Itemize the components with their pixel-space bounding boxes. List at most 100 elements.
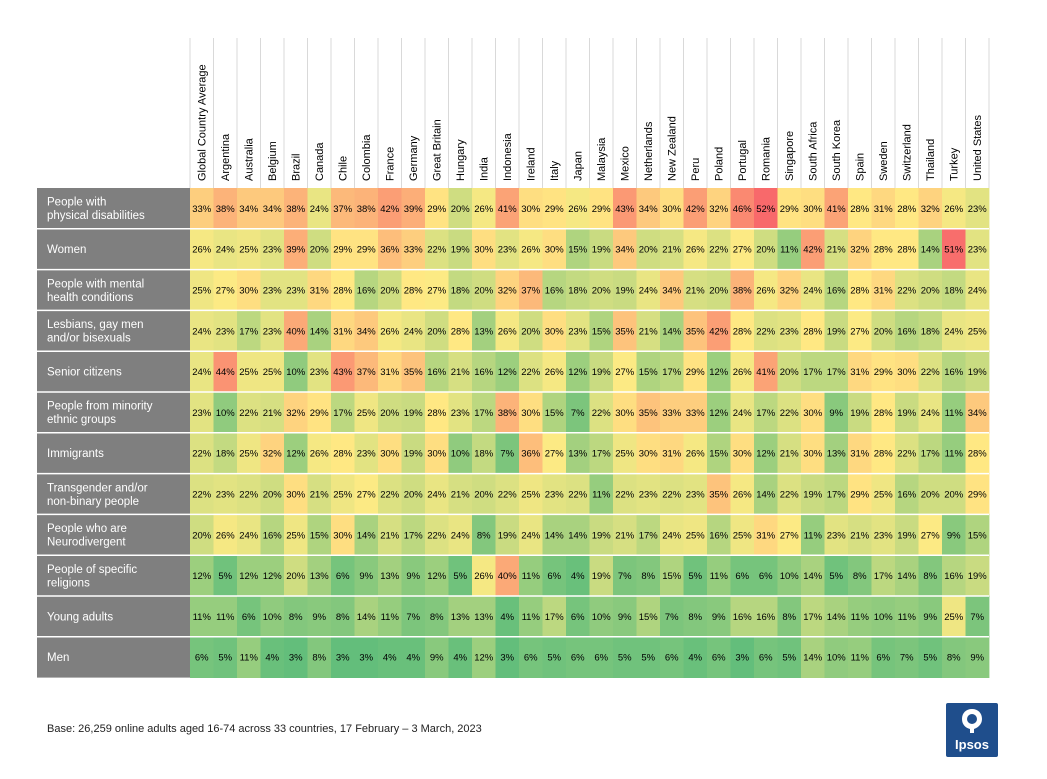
cell-value-label: 9% bbox=[359, 571, 373, 582]
heatmap-cell bbox=[777, 473, 802, 515]
heatmap-cell bbox=[730, 228, 755, 270]
cell-value-label: 14% bbox=[897, 571, 917, 582]
heatmap-cell bbox=[824, 555, 849, 597]
heatmap-cell bbox=[472, 392, 496, 434]
cell-value-label: 27% bbox=[733, 245, 753, 256]
heatmap-cell bbox=[942, 269, 966, 311]
heatmap-cell bbox=[824, 473, 849, 515]
cell-value-label: 35% bbox=[404, 367, 424, 378]
heatmap-cell bbox=[754, 555, 778, 597]
cell-value-label: 8% bbox=[641, 571, 655, 582]
heatmap-cell bbox=[918, 473, 943, 515]
heatmap-cell bbox=[636, 269, 661, 311]
heatmap-cell bbox=[425, 188, 449, 230]
heatmap-cell bbox=[331, 228, 355, 270]
cell-value-label: 28% bbox=[733, 326, 753, 337]
cell-value-label: 9% bbox=[312, 612, 326, 623]
cell-value-label: 11% bbox=[193, 612, 212, 623]
cell-value-label: 23% bbox=[545, 490, 565, 501]
cell-value-label: 20% bbox=[380, 408, 400, 419]
heatmap-cell bbox=[213, 228, 238, 270]
row-label: Transgender and/or non-binary people bbox=[47, 482, 148, 508]
heatmap-cell bbox=[284, 392, 308, 434]
heatmap-cell bbox=[354, 596, 379, 638]
cell-value-label: 4% bbox=[500, 612, 514, 623]
heatmap-cell bbox=[589, 269, 614, 311]
heatmap-cell bbox=[190, 636, 214, 678]
heatmap-cell bbox=[401, 188, 426, 230]
heatmap-cell bbox=[895, 392, 919, 434]
column-header: South Korea bbox=[831, 119, 843, 181]
cell-value-label: 11% bbox=[592, 490, 611, 501]
cell-value-label: 26% bbox=[686, 449, 706, 460]
cell-value-label: 28% bbox=[897, 245, 917, 256]
heatmap-cell bbox=[260, 392, 285, 434]
heatmap-cell bbox=[495, 596, 520, 638]
heatmap-cell bbox=[237, 269, 261, 311]
heatmap-cell bbox=[613, 432, 637, 474]
heatmap-cell bbox=[213, 432, 238, 474]
cell-value-label: 7% bbox=[900, 653, 914, 664]
heatmap-cell bbox=[824, 188, 849, 230]
heatmap-cell bbox=[801, 636, 825, 678]
heatmap-cell bbox=[848, 351, 872, 393]
cell-value-label: 26% bbox=[474, 571, 494, 582]
cell-value-label: 31% bbox=[874, 286, 894, 297]
cell-value-label: 27% bbox=[780, 530, 800, 541]
heatmap-cell bbox=[730, 351, 755, 393]
heatmap-cell bbox=[848, 310, 872, 352]
heatmap-cell bbox=[190, 228, 214, 270]
heatmap-cell bbox=[589, 555, 614, 597]
heatmap-cell bbox=[871, 188, 896, 230]
cell-value-label: 18% bbox=[216, 449, 236, 460]
heatmap-cell bbox=[401, 310, 426, 352]
heatmap-cell bbox=[636, 514, 661, 556]
cell-value-label: 17% bbox=[639, 530, 659, 541]
heatmap-cell bbox=[448, 555, 473, 597]
cell-value-label: 7% bbox=[665, 612, 679, 623]
heatmap-cell bbox=[260, 432, 285, 474]
heatmap-cell bbox=[589, 310, 614, 352]
heatmap-cell bbox=[777, 310, 802, 352]
cell-value-label: 21% bbox=[780, 449, 800, 460]
cell-value-label: 22% bbox=[709, 245, 729, 256]
heatmap-cell bbox=[425, 514, 449, 556]
cell-value-label: 29% bbox=[780, 204, 800, 215]
cell-value-label: 6% bbox=[876, 653, 890, 664]
cell-value-label: 18% bbox=[944, 286, 964, 297]
cell-value-label: 31% bbox=[850, 449, 870, 460]
heatmap-cell bbox=[918, 596, 943, 638]
cell-value-label: 14% bbox=[357, 612, 377, 623]
heatmap-cell bbox=[542, 514, 567, 556]
cell-value-label: 16% bbox=[897, 490, 917, 501]
heatmap-cell bbox=[942, 596, 966, 638]
heatmap-cell bbox=[260, 269, 285, 311]
cell-value-label: 11% bbox=[898, 612, 917, 623]
cell-value-label: 16% bbox=[427, 367, 447, 378]
heatmap-cell bbox=[472, 269, 496, 311]
cell-value-label: 16% bbox=[263, 530, 283, 541]
heatmap-cell bbox=[636, 432, 661, 474]
heatmap-cell bbox=[401, 473, 426, 515]
cell-value-label: 23% bbox=[686, 490, 706, 501]
cell-value-label: 38% bbox=[286, 204, 306, 215]
cell-value-label: 23% bbox=[216, 490, 236, 501]
heatmap-cell bbox=[519, 473, 543, 515]
cell-value-label: 10% bbox=[216, 408, 236, 419]
cell-value-label: 46% bbox=[733, 204, 753, 215]
cell-value-label: 10% bbox=[286, 367, 306, 378]
cell-value-label: 15% bbox=[709, 449, 729, 460]
cell-value-label: 25% bbox=[686, 530, 706, 541]
cell-value-label: 29% bbox=[592, 204, 612, 215]
heatmap-cell bbox=[448, 432, 473, 474]
cell-value-label: 5% bbox=[641, 653, 655, 664]
heatmap-cell bbox=[589, 188, 614, 230]
column-header: Netherlands bbox=[643, 121, 655, 181]
heatmap-cell bbox=[425, 351, 449, 393]
heatmap-cell bbox=[519, 555, 543, 597]
cell-value-label: 25% bbox=[944, 612, 964, 623]
heatmap-cell bbox=[801, 228, 825, 270]
cell-value-label: 11% bbox=[804, 530, 823, 541]
heatmap-cell bbox=[848, 269, 872, 311]
heatmap-cell bbox=[495, 269, 520, 311]
